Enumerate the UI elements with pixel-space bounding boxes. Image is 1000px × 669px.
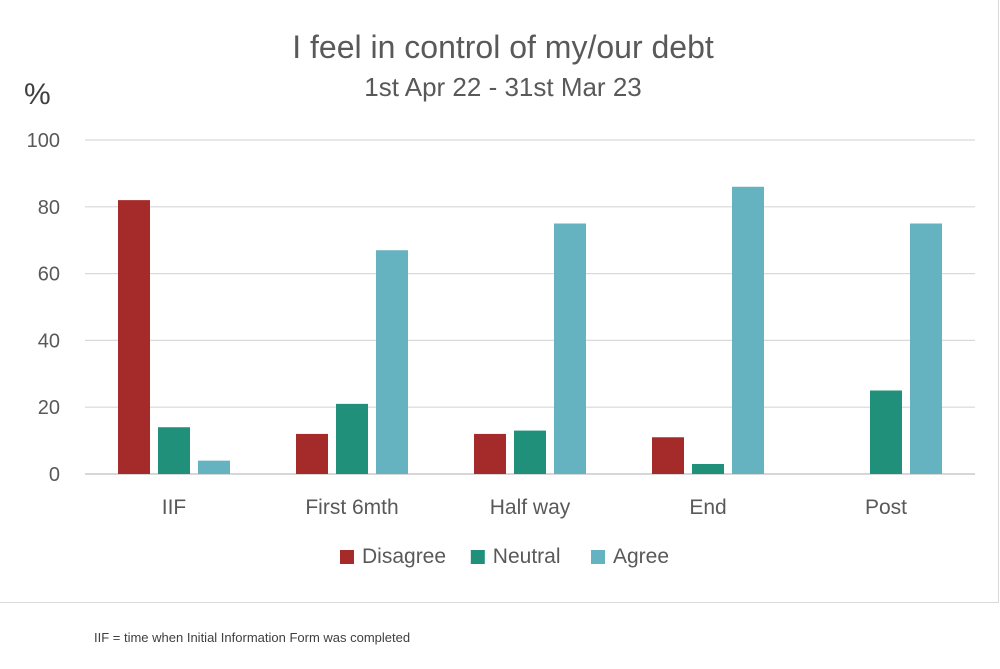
y-tick-label: 100 [27, 130, 60, 152]
legend-label-agree: Agree [613, 545, 669, 568]
bar-agree [376, 250, 408, 474]
x-category-label: IIF [162, 496, 187, 519]
bar-disagree [118, 200, 150, 474]
bar-disagree [652, 437, 684, 474]
legend: Disagree Neutral Agree [340, 545, 669, 568]
x-category-label: First 6mth [305, 496, 398, 519]
bar-agree [554, 223, 586, 474]
y-tick-label: 40 [38, 330, 60, 352]
y-axis-unit-label: % [24, 78, 51, 111]
y-tick-label: 60 [38, 264, 60, 286]
legend-swatch-neutral [470, 550, 485, 564]
x-category-label: Post [865, 496, 907, 519]
bar-neutral [870, 390, 902, 474]
y-tick-label: 80 [38, 197, 60, 219]
bars [118, 186, 942, 474]
legend-label-disagree: Disagree [362, 545, 446, 568]
bar-agree [732, 186, 764, 474]
x-category-label: End [689, 496, 726, 519]
chart-subtitle: 1st Apr 22 - 31st Mar 23 [364, 72, 641, 102]
x-axis-labels: IIF First 6mth Half way End Post [162, 496, 907, 519]
y-tick-label: 0 [49, 464, 60, 486]
bar-neutral [158, 427, 190, 474]
y-axis-ticks: 0 20 40 60 80 100 [27, 130, 60, 486]
bar-disagree [474, 433, 506, 474]
legend-swatch-agree [591, 550, 605, 564]
gridlines [85, 139, 975, 475]
bar-agree [910, 223, 942, 474]
chart-title: I feel in control of my/our debt [292, 29, 714, 65]
bar-agree [198, 460, 230, 474]
chart-frame: I feel in control of my/our debt 1st Apr… [0, 0, 999, 603]
legend-label-neutral: Neutral [493, 545, 561, 568]
bar-disagree [296, 433, 328, 474]
bar-neutral [336, 403, 368, 474]
bar-neutral [514, 430, 546, 474]
x-category-label: Half way [490, 496, 571, 519]
legend-swatch-disagree [340, 550, 354, 564]
y-tick-label: 20 [38, 397, 60, 419]
footnote: IIF = time when Initial Information Form… [94, 630, 411, 645]
bar-chart: I feel in control of my/our debt 1st Apr… [24, 29, 975, 568]
bar-neutral [692, 463, 724, 474]
